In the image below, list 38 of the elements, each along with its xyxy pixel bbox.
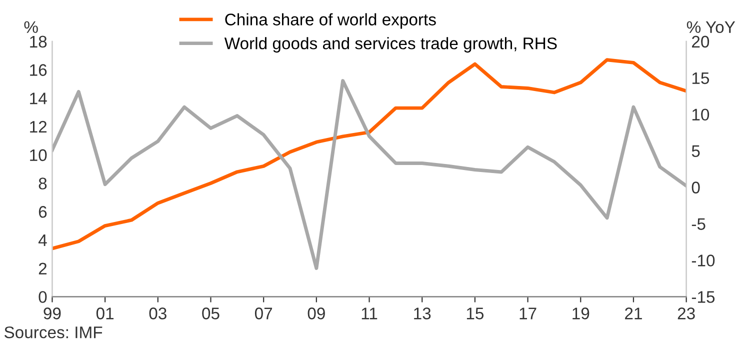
- x-tick-label: 03: [149, 308, 166, 320]
- x-tick-label: 01: [96, 308, 114, 320]
- x-tick-label: 13: [414, 308, 431, 320]
- y2-tick-label: 15: [692, 72, 710, 84]
- y2-tick-label: 5: [692, 145, 700, 158]
- line-series: [52, 58, 686, 250]
- y-tick-label: 12: [30, 120, 47, 133]
- y2-tick-label: 10: [692, 108, 710, 121]
- x-tick-label: 09: [308, 308, 325, 320]
- x-tick-label: 05: [202, 308, 220, 320]
- y2-axis-title: % YoY: [686, 21, 736, 33]
- y-tick-label: 0: [38, 291, 47, 303]
- x-tick-label: 99: [44, 308, 61, 320]
- y2-tick-label: -10: [692, 254, 715, 266]
- y-tick-label: 2: [38, 262, 47, 274]
- x-tick-label: 15: [466, 308, 484, 320]
- x-tick-label: 21: [625, 308, 642, 320]
- y2-tick-label: -5: [692, 218, 706, 230]
- x-tick-label: 17: [520, 308, 536, 320]
- x-tick-label: 07: [254, 308, 272, 320]
- legend-label: World goods and services trade growth, RHS: [224, 37, 557, 53]
- y2-tick-label: 0: [692, 182, 700, 194]
- line-series: [52, 79, 686, 270]
- y2-tick-label: 20: [692, 36, 710, 48]
- y-tick-label: 4: [38, 234, 47, 246]
- y-tick-label: 6: [38, 206, 47, 218]
- x-tick-label: 11: [362, 308, 378, 320]
- y-tick-label: 14: [30, 92, 47, 104]
- x-tick-label: 19: [572, 308, 590, 320]
- y-axis-title: %: [24, 21, 38, 33]
- y-tick-label: 18: [30, 36, 47, 48]
- legend-label: China share of world exports: [225, 13, 436, 29]
- source-note: Sources: IMF: [4, 326, 102, 338]
- x-tick-label: 23: [678, 308, 695, 320]
- y-tick-label: 8: [38, 178, 47, 190]
- y-tick-label: 10: [30, 149, 47, 162]
- y-tick-label: 16: [30, 64, 47, 76]
- y2-tick-label: -15: [692, 291, 715, 303]
